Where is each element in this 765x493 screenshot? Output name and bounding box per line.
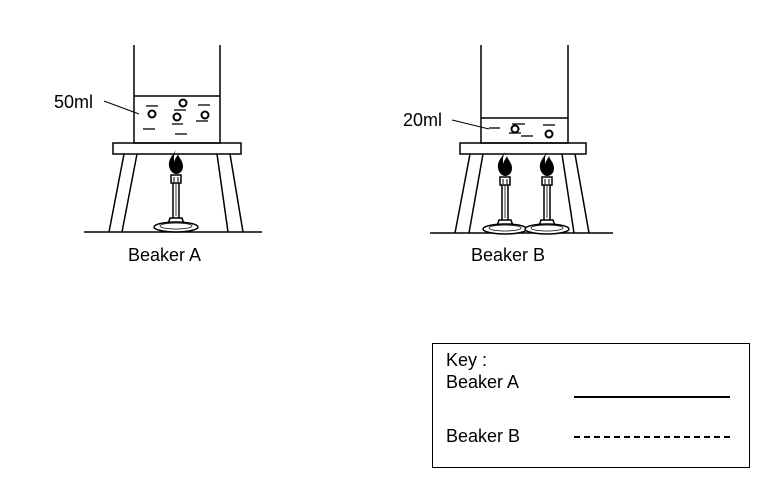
beaker-b-setup: 20ml Beaker B xyxy=(403,45,613,265)
key-label-beaker-b: Beaker B xyxy=(446,426,521,446)
tripod-stand xyxy=(454,142,590,234)
caption-beaker-a: Beaker A xyxy=(128,245,201,265)
bunsen-burner-b-left xyxy=(482,151,528,235)
beaker-a xyxy=(133,45,221,144)
bunsen-burner-a xyxy=(153,149,199,233)
beaker-b xyxy=(480,45,569,144)
key-legend: Key : Beaker A Beaker B xyxy=(432,343,750,468)
volume-label-b: 20ml xyxy=(403,110,442,130)
key-title: Key : xyxy=(446,350,488,370)
volume-pointer-a xyxy=(103,100,140,115)
caption-beaker-b: Beaker B xyxy=(471,245,545,265)
liquid-b xyxy=(489,123,555,139)
beaker-a-setup: 50ml Beaker A xyxy=(54,45,262,265)
key-line-solid xyxy=(574,396,730,398)
volume-pointer-b xyxy=(451,119,490,130)
key-label-beaker-a: Beaker A xyxy=(446,372,520,392)
key-line-dashed xyxy=(574,436,730,438)
volume-label-a: 50ml xyxy=(54,92,93,112)
bunsen-burner-b-right xyxy=(524,151,570,235)
liquid-a xyxy=(143,98,210,135)
